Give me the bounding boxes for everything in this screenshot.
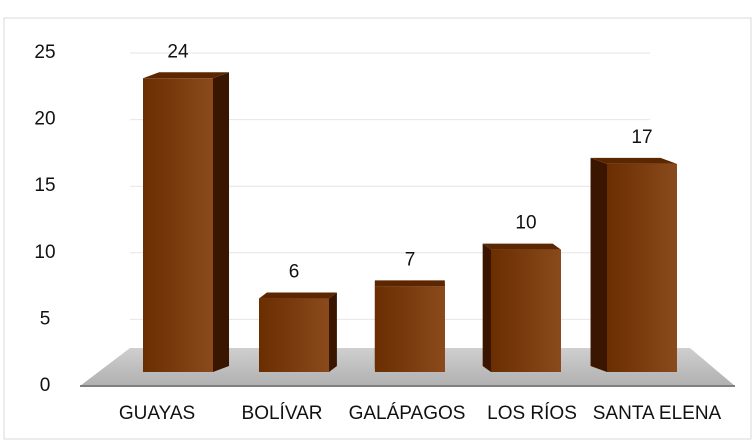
bar-top	[374, 280, 445, 287]
y-tick-label: 5	[40, 308, 51, 329]
data-label: 17	[631, 127, 652, 148]
bar-top	[259, 292, 337, 299]
chart-border	[3, 17, 752, 440]
y-tick-label: 25	[34, 42, 55, 63]
bar-side	[482, 243, 491, 372]
x-tick-label: GALÁPAGOS	[349, 403, 466, 424]
bar-front	[491, 249, 561, 372]
bar-top	[143, 72, 230, 79]
bar-front	[143, 78, 213, 373]
y-tick-label: 15	[34, 175, 55, 196]
x-tick-label: BOLÍVAR	[242, 403, 323, 424]
bar-side	[213, 72, 230, 373]
bar-top	[482, 243, 561, 250]
bar	[374, 280, 445, 372]
bar-front	[607, 163, 677, 372]
bar	[259, 292, 337, 372]
y-tick-label: 20	[34, 109, 55, 130]
y-tick-label: 10	[34, 242, 55, 263]
y-tick-label: 0	[40, 375, 51, 396]
bar-side	[329, 292, 337, 372]
bar-front	[375, 286, 445, 372]
bar-front	[259, 298, 329, 372]
bar-top	[590, 157, 677, 164]
bar	[590, 157, 677, 372]
bar	[143, 72, 230, 373]
x-tick-label: LOS RÍOS	[487, 403, 577, 424]
data-label: 24	[167, 41, 189, 62]
x-tick-label: SANTA ELENA	[593, 403, 722, 424]
bar-side	[590, 157, 607, 372]
bar	[482, 243, 561, 372]
data-label: 6	[289, 262, 300, 283]
data-label: 10	[515, 213, 536, 234]
x-tick-label: GUAYAS	[119, 403, 195, 424]
data-label: 7	[405, 249, 416, 270]
